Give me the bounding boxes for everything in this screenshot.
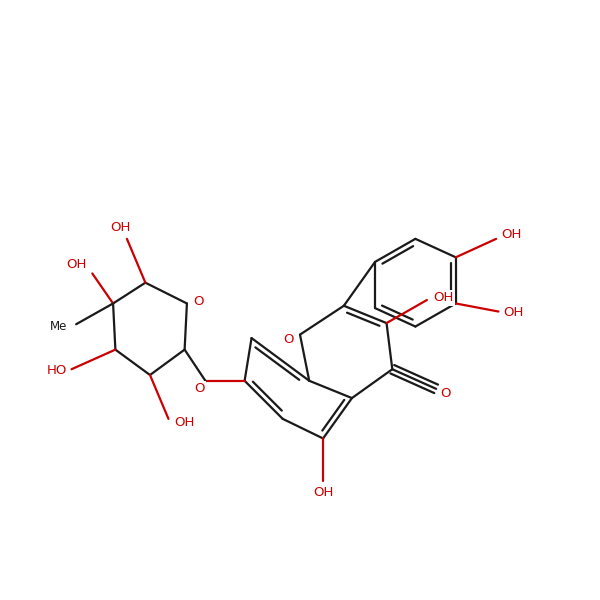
Text: OH: OH: [66, 258, 86, 271]
Text: O: O: [283, 333, 294, 346]
Text: Me: Me: [50, 320, 67, 333]
Text: O: O: [194, 382, 205, 395]
Text: OH: OH: [175, 416, 195, 429]
Text: OH: OH: [433, 291, 453, 304]
Text: HO: HO: [46, 364, 67, 377]
Text: O: O: [193, 295, 204, 308]
Text: OH: OH: [503, 306, 524, 319]
Text: OH: OH: [313, 486, 333, 499]
Text: O: O: [440, 387, 451, 400]
Text: OH: OH: [110, 221, 130, 234]
Text: OH: OH: [501, 228, 521, 241]
